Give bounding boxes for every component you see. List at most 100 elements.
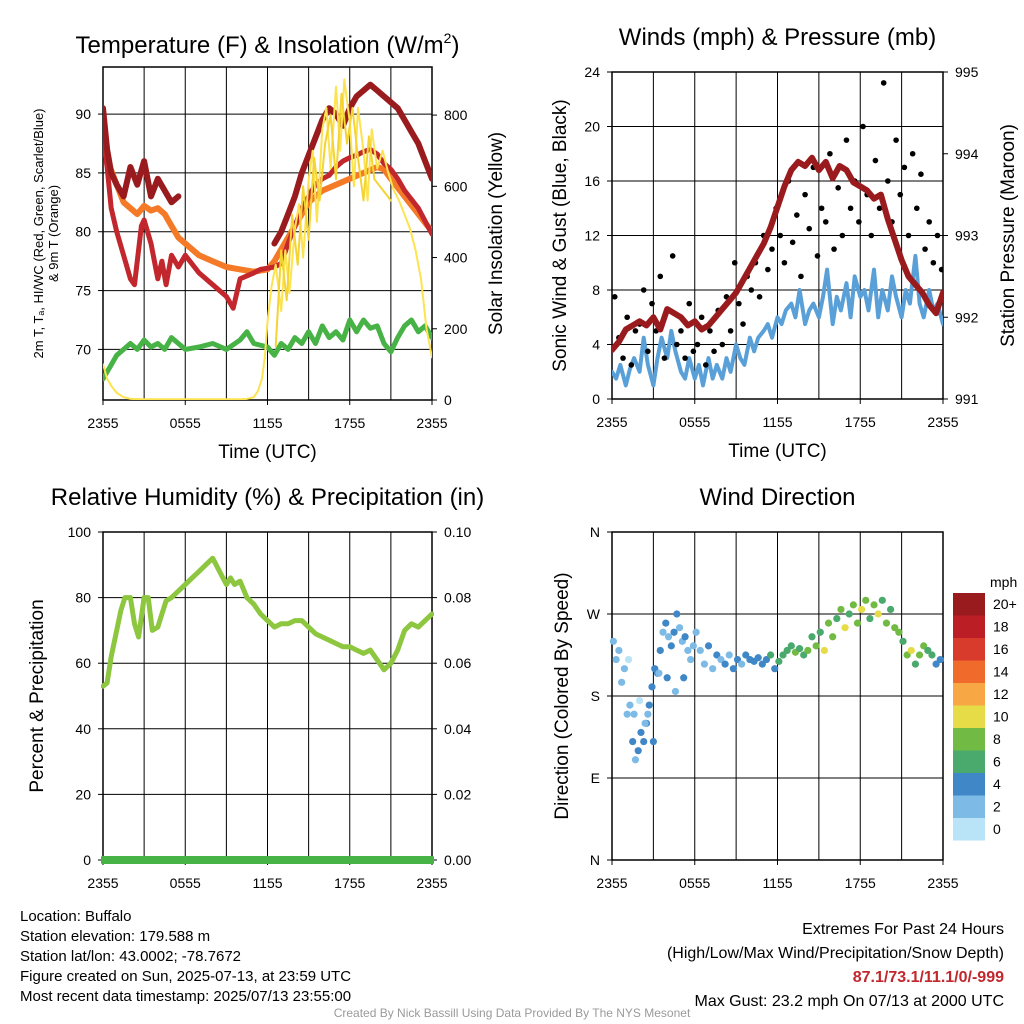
- direction-point: [775, 657, 783, 665]
- gust-point: [678, 328, 684, 334]
- gust-point: [711, 348, 717, 355]
- direction-point: [725, 651, 733, 659]
- y2-tick-label: 0.08: [444, 590, 471, 606]
- colorbar-label: 20+: [993, 596, 1017, 612]
- chart-title-sup: 2: [444, 30, 452, 46]
- direction-point: [899, 637, 907, 645]
- direction-points: [609, 596, 944, 764]
- direction-point: [609, 637, 617, 645]
- y-axis-label-line: 2m T, Tₐ, HI/WC (Red, Green, Scarlet/Blu…: [31, 109, 46, 359]
- temperature-series: [103, 78, 432, 400]
- gust-point: [624, 314, 630, 321]
- gust-point: [727, 328, 734, 334]
- direction-point: [874, 610, 882, 618]
- series-line-rh: [101, 555, 434, 689]
- x-tick-label: 1755: [845, 414, 876, 430]
- colorbar-label: 8: [993, 731, 1001, 747]
- direction-point: [795, 645, 804, 653]
- gust-point: [893, 137, 899, 143]
- extremes-panel: Extremes For Past 24 Hours (High/Low/Max…: [667, 918, 1004, 1014]
- series-line-insolation-2: [274, 92, 392, 348]
- chart-title: Winds (mph) & Pressure (mb): [619, 24, 936, 51]
- gust-point: [938, 266, 943, 273]
- recent-text: Most recent data timestamp: 2025/07/13 2…: [20, 988, 352, 1005]
- gust-point: [669, 253, 676, 259]
- gust-point: [649, 300, 655, 307]
- direction-point: [932, 660, 940, 668]
- direction-point: [833, 614, 841, 623]
- gust-point: [913, 205, 920, 212]
- direction-point: [849, 601, 857, 609]
- colorbar-swatch: [953, 705, 985, 728]
- gust-point: [756, 294, 763, 300]
- direction-point: [692, 628, 700, 636]
- direction-point: [713, 651, 721, 659]
- colorbar-swatch: [953, 615, 985, 638]
- series-line-hi-wc-b: [271, 81, 432, 247]
- gust-point: [690, 348, 697, 355]
- x-tick-label: 2355: [927, 414, 958, 430]
- direction-point: [630, 710, 638, 718]
- y2-tick-label: 0.10: [444, 524, 471, 540]
- direction-point: [920, 642, 928, 650]
- x-tick-label: 2355: [596, 414, 627, 430]
- chart-title: Temperature (F) & Insolation (W/m2): [76, 30, 460, 59]
- gust-point: [926, 219, 933, 225]
- y-tick-label: 80: [75, 224, 91, 240]
- direction-point: [762, 655, 771, 664]
- x-tick-label: 1155: [252, 875, 282, 891]
- direction-point: [631, 756, 640, 764]
- direction-point: [733, 655, 742, 664]
- gust-point: [806, 225, 813, 232]
- y-tick-label: W: [587, 606, 601, 622]
- y-tick-label: 60: [75, 655, 91, 671]
- direction-point: [758, 660, 766, 668]
- y-tick-label: 100: [68, 524, 92, 540]
- chart-title: Wind Direction: [699, 484, 855, 511]
- y-tick-label: 16: [584, 173, 600, 189]
- direction-point: [624, 655, 633, 664]
- colorbar-swatch: [953, 818, 985, 841]
- direction-point: [911, 660, 920, 668]
- y-tick-label: N: [590, 852, 600, 868]
- wind-series: [612, 80, 943, 388]
- direction-point: [637, 728, 645, 737]
- y-tick-label: 0: [83, 852, 91, 868]
- gust-point: [880, 80, 887, 86]
- direction-point: [673, 610, 681, 618]
- gust-point: [640, 287, 647, 293]
- direction-point: [767, 651, 775, 659]
- y2-tick-label: 800: [444, 107, 468, 123]
- chart-title: Relative Humidity (%) & Precipitation (i…: [51, 484, 484, 511]
- x-tick-label: 0555: [679, 875, 710, 891]
- gust-point: [839, 232, 846, 239]
- direction-point: [812, 642, 820, 650]
- gust-point: [686, 300, 693, 307]
- direction-point: [783, 646, 791, 655]
- direction-point: [845, 610, 853, 618]
- y2-axis-label: Station Pressure (Maroon): [998, 124, 1019, 347]
- y-tick-label: 0: [592, 391, 600, 407]
- direction-point: [612, 655, 620, 664]
- gust-point: [831, 246, 837, 252]
- direction-point: [858, 605, 866, 614]
- x-tick-label: 2355: [87, 415, 118, 431]
- y2-tick-label: 0.02: [444, 786, 471, 802]
- gust-point: [872, 157, 879, 164]
- gust-point: [905, 232, 912, 239]
- series-line-pressure: [612, 154, 943, 353]
- direction-point: [649, 737, 657, 746]
- gust-point: [632, 328, 639, 334]
- gust-point: [620, 355, 626, 361]
- latlon-text: Station lat/lon: 43.0002; -78.7672: [20, 948, 242, 965]
- gust-point: [798, 273, 804, 280]
- credit-text: Created By Nick Bassill Using Data Provi…: [333, 1006, 691, 1020]
- y-tick-label: 8: [592, 282, 600, 298]
- y-axis-label: 2m T, Tₐ, HI/WC (Red, Green, Scarlet/Blu…: [31, 109, 61, 359]
- direction-point: [684, 646, 692, 655]
- colorbar-swatch: [953, 638, 985, 661]
- gust-point: [789, 239, 796, 246]
- gust-point: [860, 123, 866, 130]
- colorbar-label: 10: [993, 709, 1009, 725]
